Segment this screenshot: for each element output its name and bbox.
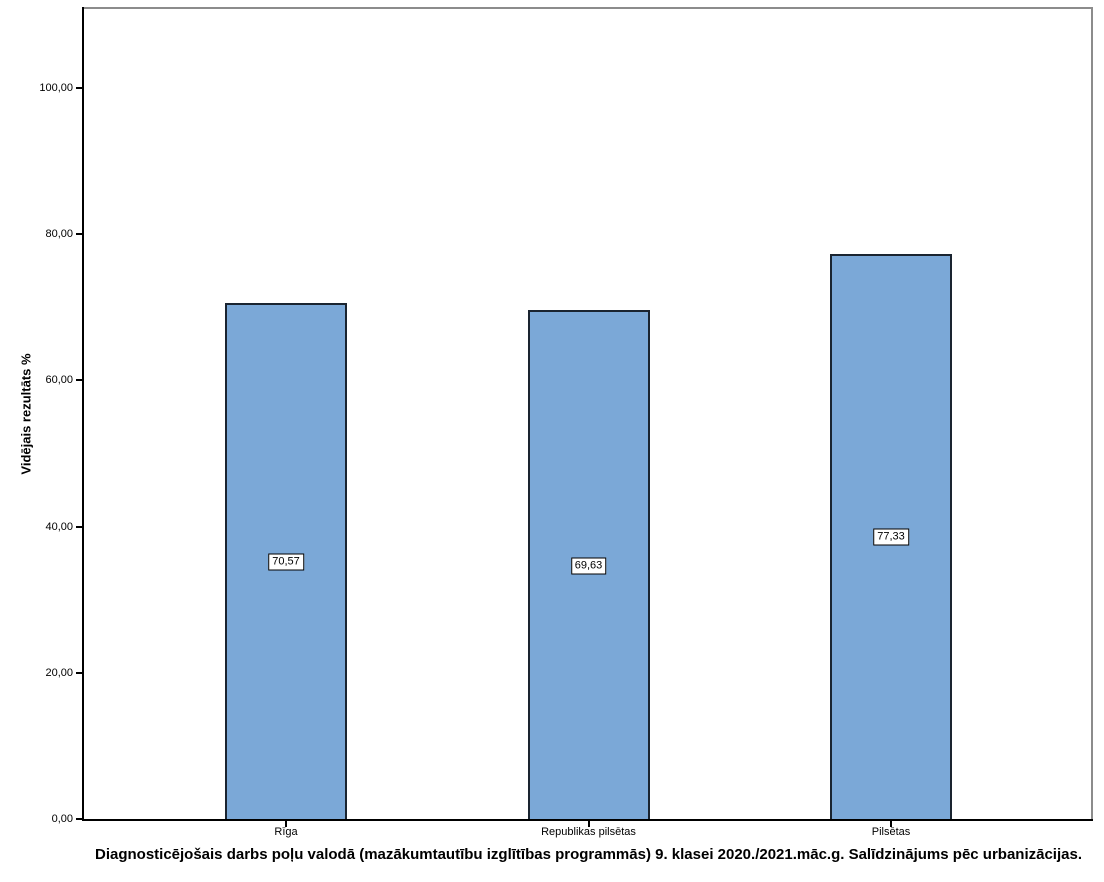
bar-value-label: 77,33 [873,528,909,546]
plot-frame-top-line [84,7,1093,9]
chart-title: Diagnosticējošais darbs poļu valodā (maz… [94,846,1082,863]
y-tick-mark [76,87,83,89]
y-axis-tick-labels: 0,00 20,00 40,00 60,00 80,00 100,00 [0,0,73,882]
y-tick-mark [76,233,83,236]
x-category-label: Rīga [274,826,298,838]
y-tick-mark [76,818,83,820]
y-tick-label: 20,00 [45,666,73,679]
bar: 77,33 [830,253,952,819]
y-tick-label: 0,00 [51,813,73,825]
y-tick-label: 40,00 [45,520,73,533]
x-category-label: Pilsētas [871,826,911,838]
x-tick-mark [285,821,287,827]
x-tick-mark [587,821,590,827]
plot-frame-right-line [1091,7,1093,821]
x-category-label: Republikas pilsētas [541,826,636,838]
bar: 70,57 [225,303,347,819]
y-tick-label: 100,00 [39,82,73,94]
y-tick-mark [76,525,83,528]
y-tick-mark [76,671,83,674]
y-axis-line [82,7,84,821]
y-tick-label: 60,00 [45,374,73,387]
bar-value-label: 69,63 [570,557,607,574]
y-tick-mark [76,379,83,382]
bar: 69,63 [527,310,650,819]
bar-value-label: 70,57 [268,553,304,571]
plot-area: 70,57 69,63 77,33 [84,9,1091,819]
x-axis-line [82,819,1093,821]
y-tick-label: 80,00 [45,228,73,241]
x-tick-mark [890,821,892,827]
